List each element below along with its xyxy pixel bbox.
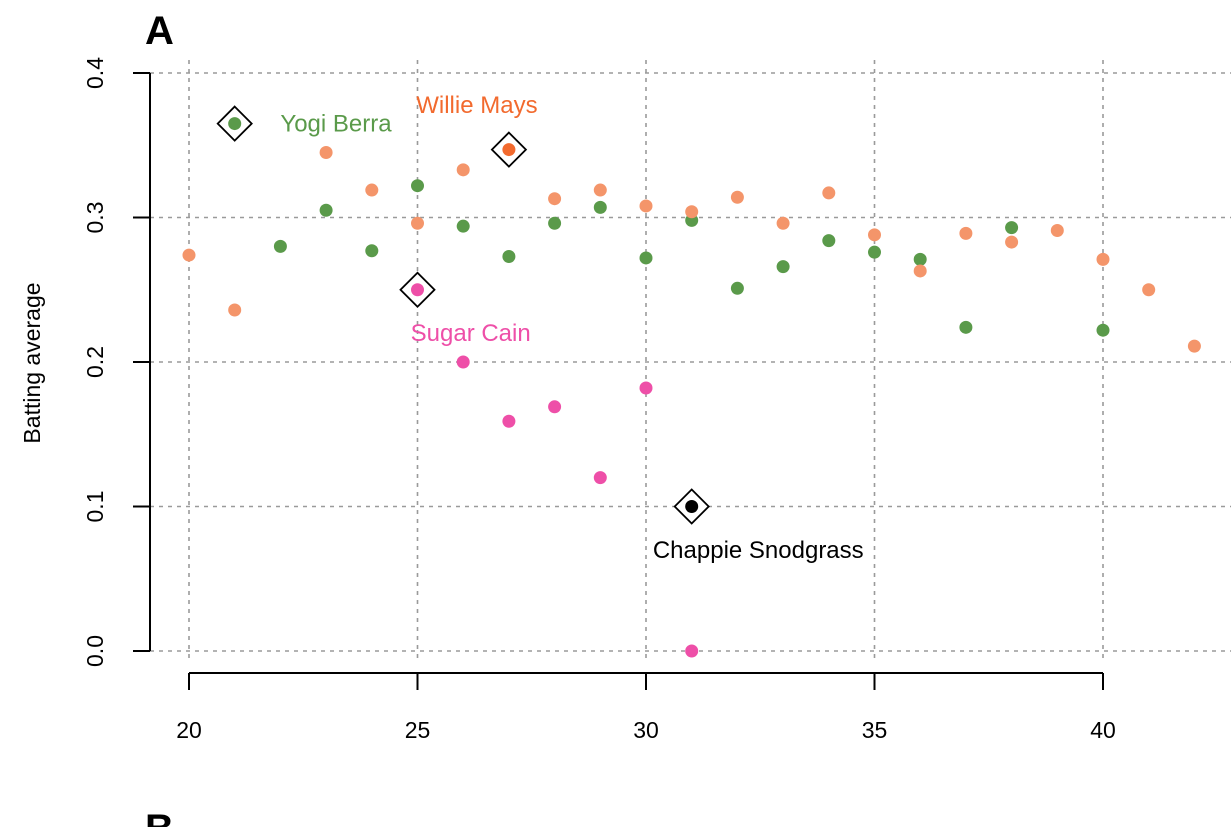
data-point: [319, 145, 333, 159]
x-tick-label: 35: [862, 717, 888, 743]
y-tick-label: 0.2: [82, 346, 108, 378]
point-annotation: Chappie Snodgrass: [653, 537, 864, 564]
data-point: [685, 644, 699, 658]
data-point: [548, 400, 562, 414]
highlight-markers: [216, 105, 710, 525]
data-points: [182, 117, 1201, 658]
highlight-point: [502, 143, 516, 157]
data-point: [273, 239, 287, 253]
data-point: [1096, 252, 1110, 266]
point-annotation: Sugar Cain: [411, 320, 531, 347]
panel-label-b: B: [145, 807, 174, 827]
data-point: [548, 192, 562, 206]
annotations: Yogi Berra Willie Mays Sugar Cain Chappie S…: [280, 92, 863, 564]
data-point: [456, 355, 470, 369]
data-point: [685, 205, 699, 219]
y-axis-title: Batting average: [19, 282, 45, 443]
data-point: [1005, 221, 1019, 235]
highlight-point: [228, 117, 242, 131]
data-point: [593, 183, 607, 197]
x-tick-label: 30: [633, 717, 659, 743]
data-point: [319, 203, 333, 217]
data-point: [913, 264, 927, 278]
point-annotation: Yogi Berra: [280, 111, 392, 138]
data-point: [639, 381, 653, 395]
data-point: [868, 228, 881, 242]
data-point: [411, 216, 424, 230]
data-point: [868, 245, 881, 259]
highlight-point: [685, 500, 699, 513]
x-tick-label: 25: [405, 717, 431, 743]
y-tick-label: 0.3: [82, 202, 108, 234]
data-point: [548, 216, 562, 230]
grid-lines: [150, 60, 1231, 660]
data-point: [1096, 323, 1110, 337]
data-point: [776, 216, 790, 230]
y-tick-label: 0.0: [82, 635, 108, 667]
panel-label-a: A: [145, 9, 174, 53]
data-point: [411, 179, 424, 193]
data-point: [822, 186, 836, 200]
data-point: [1142, 283, 1156, 297]
data-point: [228, 303, 242, 317]
data-point: [593, 471, 607, 485]
data-point: [502, 414, 516, 428]
data-point: [1050, 224, 1064, 238]
data-point: [365, 244, 379, 258]
data-point: [365, 183, 379, 197]
data-point: [1187, 339, 1201, 353]
data-point: [776, 260, 790, 274]
data-point: [730, 281, 744, 295]
data-point: [593, 200, 607, 214]
point-annotation: Willie Mays: [416, 92, 537, 119]
data-point: [502, 250, 516, 264]
data-point: [959, 226, 973, 240]
y-tick-label: 0.1: [82, 491, 108, 523]
data-point: [822, 234, 836, 248]
data-point: [730, 190, 744, 204]
data-point: [639, 199, 653, 213]
data-point: [913, 252, 927, 266]
data-point: [639, 251, 653, 265]
x-tick-label: 20: [176, 717, 202, 743]
data-point: [959, 320, 973, 334]
highlight-point: [411, 283, 424, 297]
data-point: [182, 248, 196, 262]
data-point: [1005, 235, 1019, 249]
data-point: [456, 219, 470, 233]
tick-labels: 20 25 30 35 40 0.0 0.1 0.2 0.3 0.4: [82, 57, 1116, 743]
axes: [133, 72, 1104, 690]
y-tick-label: 0.4: [82, 57, 108, 89]
x-tick-label: 40: [1090, 717, 1116, 743]
data-point: [456, 163, 470, 177]
